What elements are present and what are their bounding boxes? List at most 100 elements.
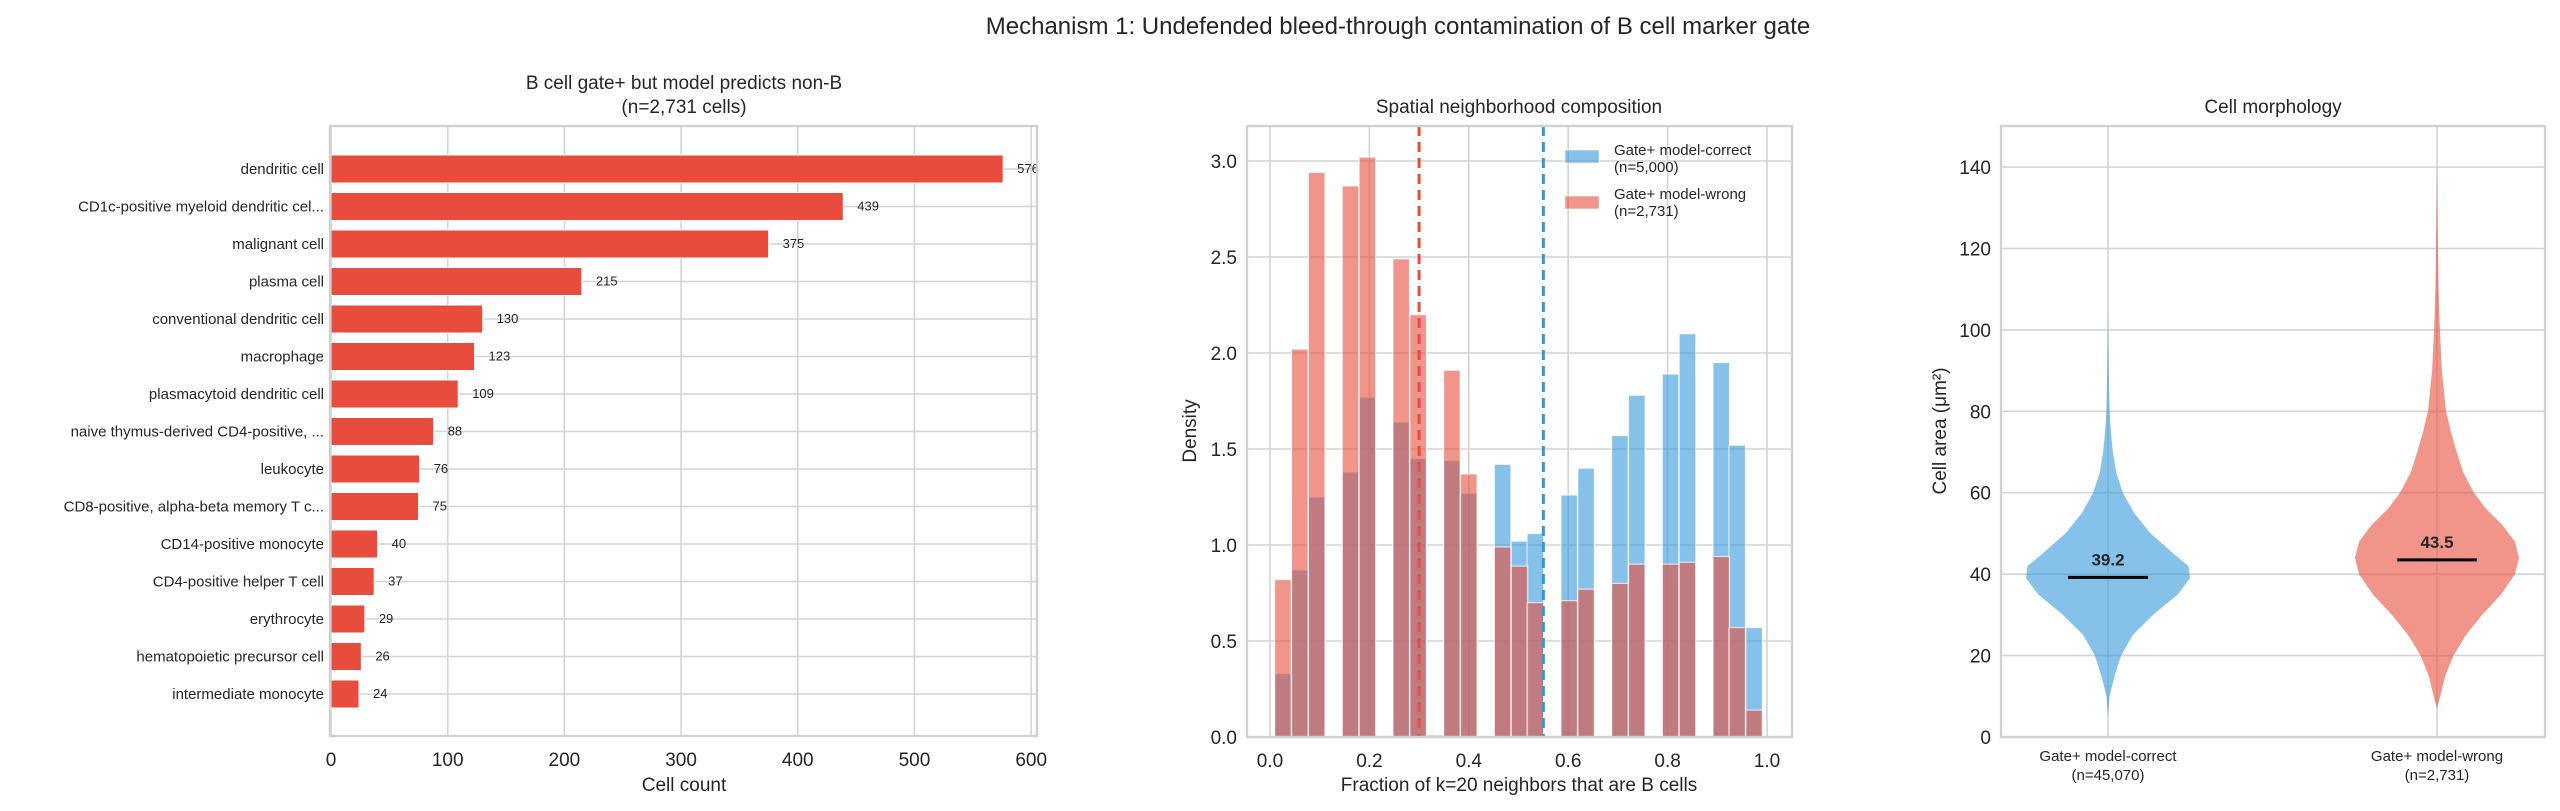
bar xyxy=(330,304,484,334)
violin-y-tick-label: 0 xyxy=(1980,728,1991,749)
violin-wrong xyxy=(2355,167,2519,709)
bar xyxy=(330,454,421,484)
hist-bar-wrong xyxy=(1290,348,1309,738)
bar-category-label: CD4-positive helper T cell xyxy=(153,574,324,591)
bar xyxy=(330,192,844,221)
bar-value-label: 439 xyxy=(857,199,879,214)
legend-swatch-correct xyxy=(1564,149,1600,164)
bar-value-label: 24 xyxy=(373,686,387,701)
bar xyxy=(330,267,583,296)
bar xyxy=(330,492,420,521)
bar-value-label: 375 xyxy=(783,236,805,251)
violin-y-tick-label: 140 xyxy=(1959,158,1991,179)
bar-chart-title-line1: B cell gate+ but model predicts non-B xyxy=(526,73,842,94)
histogram-median-lines xyxy=(1417,126,1545,737)
bar-category-label: leukocyte xyxy=(261,461,324,478)
violin-category-label-line1: Gate+ model-wrong xyxy=(2371,748,2503,765)
hist-bar-wrong xyxy=(1728,626,1747,738)
bar xyxy=(330,679,360,709)
bar-value-label: 75 xyxy=(433,499,447,514)
hist-bar-wrong xyxy=(1611,582,1629,738)
bar-x-tick-label: 600 xyxy=(1015,750,1047,771)
figure-suptitle: Mechanism 1: Undefended bleed-through co… xyxy=(986,13,1810,40)
bar xyxy=(330,604,366,634)
bar-category-label: erythrocyte xyxy=(250,611,324,628)
bar-category-label: intermediate monocyte xyxy=(172,686,324,703)
bar-category-label: malignant cell xyxy=(232,236,324,253)
hist-y-tick-label: 2.0 xyxy=(1211,344,1237,365)
legend-label-correct-line1: Gate+ model-correct xyxy=(1614,142,1752,159)
hist-y-tick-label: 3.0 xyxy=(1211,152,1237,173)
bar xyxy=(330,529,379,559)
hist-y-tick-label: 1.0 xyxy=(1211,536,1237,557)
bar-value-label: 26 xyxy=(375,649,389,664)
violin-category-label-line2: (n=2,731) xyxy=(2405,767,2470,784)
hist-bar-wrong xyxy=(1678,561,1697,738)
bar-x-tick-label: 500 xyxy=(899,750,931,771)
histogram-y-label: Density xyxy=(1180,399,1201,463)
hist-y-tick-label: 1.5 xyxy=(1211,440,1237,461)
bar xyxy=(330,342,476,371)
bar-chart-x-ticks: 0 100 200 300 400 500 600 xyxy=(326,750,1047,771)
legend-label-wrong-line2: (n=2,731) xyxy=(1614,203,1679,220)
bar-chart-panel: B cell gate+ but model predicts non-B (n… xyxy=(64,73,1047,796)
bar-value-label: 109 xyxy=(472,386,494,401)
bar xyxy=(330,417,435,446)
hist-x-tick-label: 0.2 xyxy=(1356,751,1382,772)
bar-x-tick-label: 300 xyxy=(665,750,697,771)
hist-bar-wrong xyxy=(1358,156,1377,738)
histogram-bars xyxy=(1274,156,1763,738)
bar-value-label: 40 xyxy=(392,536,406,551)
violin-correct xyxy=(2026,309,2190,717)
violin-y-tick-label: 40 xyxy=(1970,565,1991,586)
violin-category-label-line1: Gate+ model-correct xyxy=(2039,748,2177,765)
hist-bar-wrong xyxy=(1560,600,1579,738)
violin-title: Cell morphology xyxy=(2204,97,2342,118)
legend-label-correct-line2: (n=5,000) xyxy=(1614,159,1679,176)
violin-y-tick-label: 60 xyxy=(1970,484,1991,505)
bar-x-tick-label: 100 xyxy=(432,750,464,771)
bar-category-label: plasmacytoid dendritic cell xyxy=(149,386,324,403)
bar xyxy=(330,229,770,259)
histogram-ticks: 0.0 0.2 0.4 0.6 0.8 1.0 0.0 0.5 1.0 1.5 2.0 2.5 3.0 xyxy=(1211,152,1781,772)
bar xyxy=(330,642,362,671)
bar-chart-bars: 576 439 375 215 130 123 109 88 76 75 40 37 29 26 24 xyxy=(330,154,1039,709)
violin-category-label-line2: (n=45,070) xyxy=(2072,767,2145,784)
bar-value-label: 123 xyxy=(489,349,511,364)
violin-y-label: Cell area (μm²) xyxy=(1930,367,1951,494)
histogram-panel: Spatial neighborhood composition 0.0 0.2 0… xyxy=(1180,97,1794,796)
bar-category-label: CD8-positive, alpha-beta memory T c... xyxy=(64,499,324,516)
hist-bar-wrong xyxy=(1577,588,1595,738)
hist-x-tick-label: 0.6 xyxy=(1555,751,1581,772)
hist-bar-wrong xyxy=(1392,258,1411,738)
violin-median-label: 43.5 xyxy=(2420,533,2453,552)
hist-bar-wrong xyxy=(1510,565,1529,738)
violin-shapes: 39.2 43.5 xyxy=(2026,167,2519,717)
bar-category-label: CD14-positive monocyte xyxy=(161,536,324,553)
bar-x-tick-label: 400 xyxy=(782,750,814,771)
hist-bar-wrong xyxy=(1712,555,1731,738)
hist-y-tick-label: 2.5 xyxy=(1211,248,1237,269)
hist-y-tick-label: 0.5 xyxy=(1211,632,1237,653)
violin-y-tick-label: 80 xyxy=(1970,402,1991,423)
violin-y-tick-label: 100 xyxy=(1959,321,1991,342)
hist-bar-wrong xyxy=(1274,578,1292,738)
bar-category-label: conventional dendritic cell xyxy=(152,311,324,328)
violin-ticks: 0 20 40 60 80 100 120 140 Gate+ model-correct (n=… xyxy=(1959,158,2503,784)
hist-bar-wrong xyxy=(1459,473,1478,738)
hist-x-tick-label: 0.0 xyxy=(1257,751,1283,772)
hist-bar-wrong xyxy=(1745,709,1763,738)
histogram-title: Spatial neighborhood composition xyxy=(1376,97,1662,118)
hist-bar-wrong xyxy=(1661,563,1680,738)
bar-category-label: CD1c-positive myeloid dendritic cel... xyxy=(78,199,324,216)
hist-bar-wrong xyxy=(1627,563,1646,738)
violin-panel: Cell morphology 39.2 43.5 0 20 40 60 80 100 120… xyxy=(1930,97,2547,784)
bar-category-label: dendritic cell xyxy=(241,161,324,178)
histogram-frame xyxy=(1245,124,1794,739)
legend-swatch-wrong xyxy=(1564,195,1600,210)
histogram-x-label: Fraction of k=20 neighbors that are B ce… xyxy=(1341,775,1697,796)
hist-bar-wrong xyxy=(1443,369,1461,738)
hist-bar-wrong xyxy=(1307,171,1326,738)
bar xyxy=(330,567,375,596)
